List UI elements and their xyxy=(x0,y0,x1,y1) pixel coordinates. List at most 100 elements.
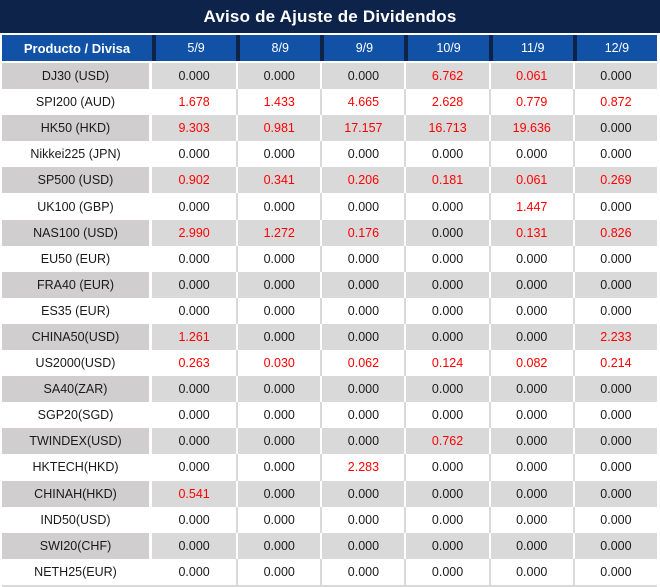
value-cell: 0.082 xyxy=(488,350,573,377)
product-cell: NETH25(EUR) xyxy=(2,558,152,585)
value-cell: 0.206 xyxy=(320,167,405,194)
value-cell: 0.000 xyxy=(488,402,573,429)
value-cell: 0.000 xyxy=(488,558,573,585)
value-cell: 0.000 xyxy=(236,141,320,168)
value-cell: 0.000 xyxy=(488,454,573,481)
table-row: SPI200 (AUD) 1.678 1.433 4.665 2.628 0.779 0.8… xyxy=(2,89,657,116)
value-cell: 0.762 xyxy=(404,428,489,455)
product-cell: TWINDEX(USD) xyxy=(2,428,152,455)
value-cell: 0.263 xyxy=(178,356,210,371)
product-cell: SP500 (USD) xyxy=(2,167,152,194)
value-cell: 0.000 xyxy=(488,297,573,324)
value-cell: 0.000 xyxy=(572,141,657,168)
value-cell: 0.269 xyxy=(572,167,657,194)
table-row: SWI20(CHF) 0.000 0.000 0.000 0.000 0.000 0.000 xyxy=(2,532,657,559)
value-cell: 0.000 xyxy=(572,297,657,324)
product-cell: US2000(USD) xyxy=(2,350,152,377)
value-cell: 0.000 xyxy=(236,193,320,220)
value-cell: 0.000 xyxy=(178,408,210,423)
value-cell: 0.000 xyxy=(404,402,488,429)
value-cell: 0.000 xyxy=(236,428,321,455)
value-cell: 0.000 xyxy=(320,141,404,168)
value-cell: 0.902 xyxy=(152,167,237,194)
product-cell: NAS100 (USD) xyxy=(2,219,152,246)
value-cell: 4.665 xyxy=(320,89,404,116)
column-header-date: 12/9 xyxy=(572,35,657,61)
product-cell: SPI200 (AUD) xyxy=(2,89,152,116)
product-cell: IND50(USD) xyxy=(2,506,152,533)
product-cell: CHINAH(HKD) xyxy=(2,480,152,507)
column-header-date: 11/9 xyxy=(488,35,573,61)
value-cell: 0.000 xyxy=(178,512,210,527)
value-cell: 0.000 xyxy=(572,402,657,429)
value-cell: 0.000 xyxy=(488,532,573,559)
value-cell: 0.000 xyxy=(404,376,489,403)
value-cell: 0.131 xyxy=(488,219,573,246)
value-cell: 0.030 xyxy=(236,350,320,377)
value-cell: 0.000 xyxy=(320,506,404,533)
value-cell: 0.000 xyxy=(488,323,573,351)
value-cell: 6.762 xyxy=(404,63,489,90)
value-cell: 2.283 xyxy=(320,454,404,481)
value-cell: 0.872 xyxy=(572,89,657,116)
product-cell: SA40(ZAR) xyxy=(2,376,152,403)
value-cell: 0.000 xyxy=(404,323,489,351)
value-cell: 19.636 xyxy=(488,115,573,142)
value-cell: 0.000 xyxy=(320,558,404,585)
value-cell: 0.061 xyxy=(488,63,573,90)
page-title: Aviso de Ajuste de Dividendos xyxy=(203,6,457,26)
table-row: UK100 (GBP) 0.000 0.000 0.000 0.000 1.447 0.00… xyxy=(2,193,657,220)
value-cell: 0.176 xyxy=(320,219,405,246)
product-cell: UK100 (GBP) xyxy=(2,193,152,220)
product-cell: EU50 (EUR) xyxy=(2,245,152,272)
value-cell: 0.000 xyxy=(178,251,210,266)
value-cell: 0.000 xyxy=(236,376,321,403)
value-cell: 9.303 xyxy=(152,115,237,142)
table-row: DJ30 (USD) 0.000 0.000 0.000 6.762 0.061 0.000 xyxy=(2,63,657,90)
value-cell: 0.000 xyxy=(488,245,573,272)
value-cell: 0.000 xyxy=(236,323,321,351)
value-cell: 0.000 xyxy=(404,219,489,246)
value-cell: 0.000 xyxy=(236,245,320,272)
value-cell: 0.000 xyxy=(320,480,405,507)
value-cell: 0.000 xyxy=(236,480,321,507)
value-cell: 0.000 xyxy=(488,376,573,403)
table-row: TWINDEX(USD) 0.000 0.000 0.000 0.762 0.000 0.0… xyxy=(2,428,657,455)
value-cell: 1.433 xyxy=(236,89,320,116)
table-header-row: Producto / Divisa 5/9 8/9 9/9 10/9 11/9 … xyxy=(2,35,657,61)
value-cell: 0.000 xyxy=(404,558,488,585)
column-header-date: 8/9 xyxy=(236,35,321,61)
value-cell: 0.341 xyxy=(236,167,321,194)
value-cell: 0.000 xyxy=(236,558,320,585)
value-cell: 0.000 xyxy=(572,506,657,533)
product-cell: ES35 (EUR) xyxy=(2,297,152,324)
product-cell: HK50 (HKD) xyxy=(2,115,152,142)
value-cell: 0.000 xyxy=(320,245,404,272)
value-cell: 0.000 xyxy=(572,271,657,298)
value-cell: 0.000 xyxy=(178,564,210,579)
value-cell: 1.447 xyxy=(488,193,573,220)
value-cell: 17.157 xyxy=(320,115,405,142)
value-cell: 0.000 xyxy=(572,245,657,272)
value-cell: 2.628 xyxy=(404,89,488,116)
value-cell: 0.000 xyxy=(152,428,237,455)
column-header-product: Producto / Divisa xyxy=(2,35,152,61)
value-cell: 0.000 xyxy=(572,115,657,142)
table-row: NAS100 (USD) 2.990 1.272 0.176 0.000 0.131 0.8… xyxy=(2,219,657,246)
value-cell: 0.000 xyxy=(488,271,573,298)
value-cell: 0.000 xyxy=(572,454,657,481)
value-cell: 0.000 xyxy=(572,376,657,403)
value-cell: 0.000 xyxy=(488,480,573,507)
table-row: HK50 (HKD) 9.303 0.981 17.157 16.713 19.636 0.… xyxy=(2,115,657,142)
value-cell: 0.000 xyxy=(404,480,489,507)
table-row: US2000(USD) 0.263 0.030 0.062 0.124 0.082 0.21… xyxy=(2,350,657,377)
value-cell: 1.678 xyxy=(178,95,210,110)
table-row: SP500 (USD) 0.902 0.341 0.206 0.181 0.061 0.26… xyxy=(2,167,657,194)
value-cell: 0.000 xyxy=(572,63,657,90)
value-cell: 0.000 xyxy=(236,506,320,533)
value-cell: 0.000 xyxy=(152,271,237,298)
value-cell: 0.000 xyxy=(236,402,320,429)
table-row: CHINAH(HKD) 0.541 0.000 0.000 0.000 0.000 0.00… xyxy=(2,480,657,507)
column-header-date: 10/9 xyxy=(404,35,489,61)
value-cell: 0.000 xyxy=(178,147,210,162)
